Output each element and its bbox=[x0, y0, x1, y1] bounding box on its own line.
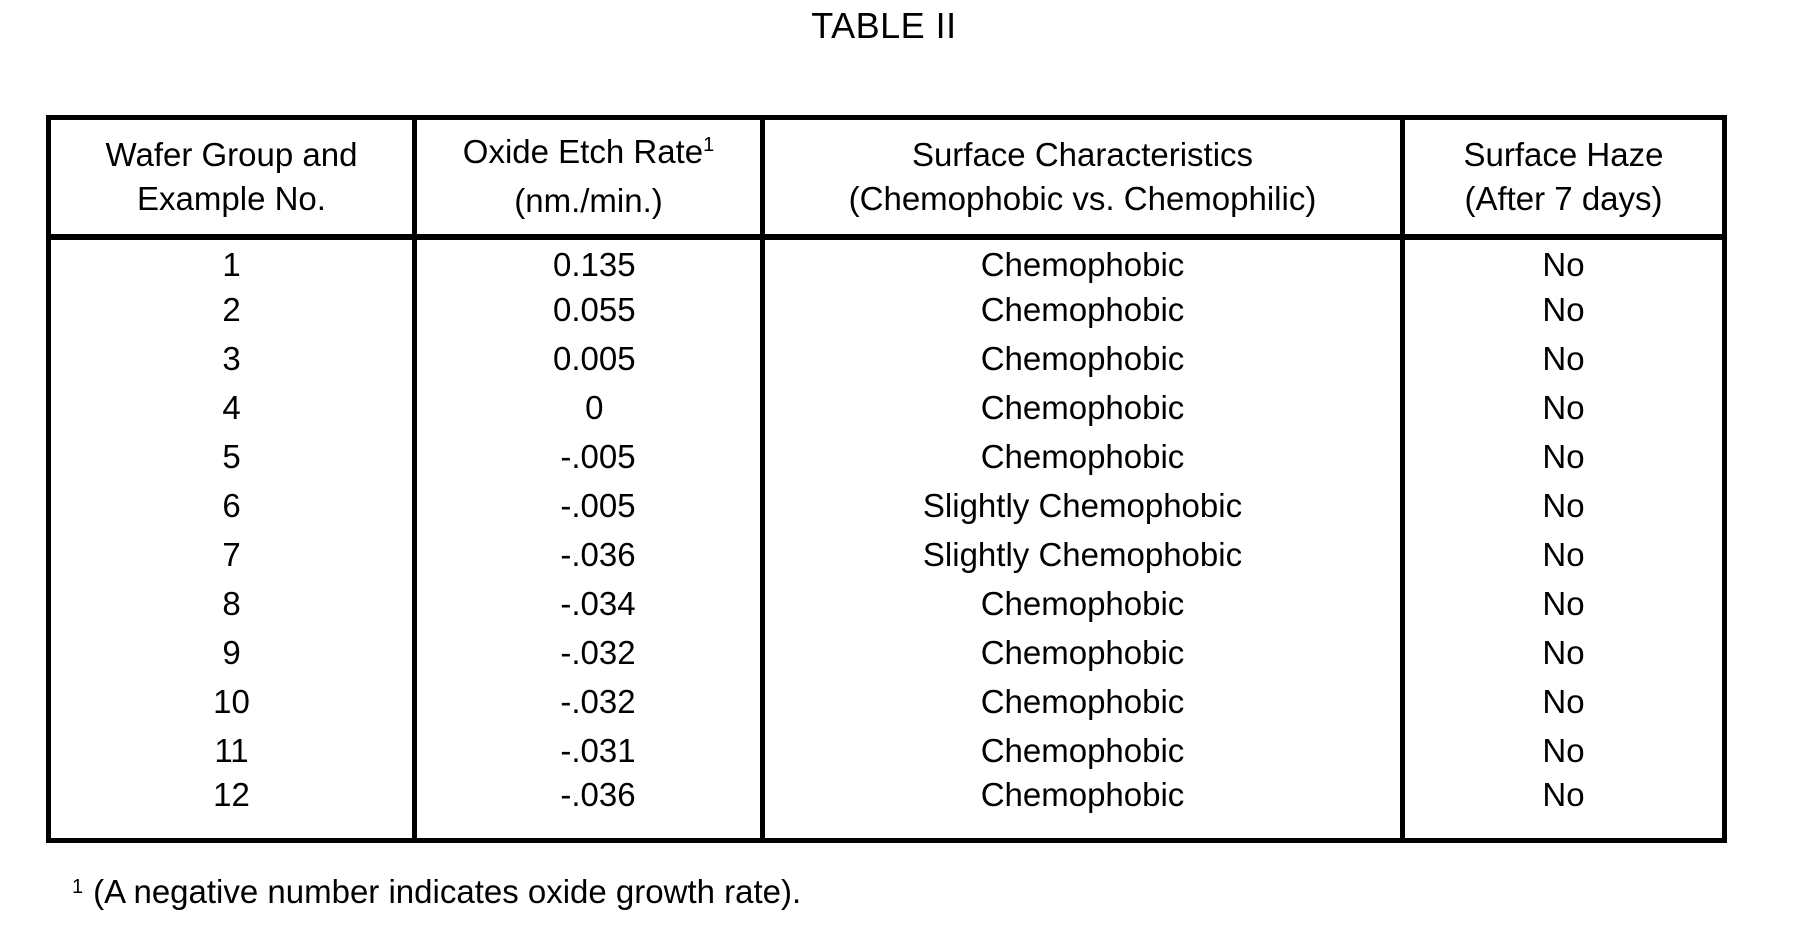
etch-rate-value: - .031 bbox=[560, 732, 636, 769]
table-row: 4 0 Chemophobic No bbox=[49, 383, 1725, 433]
surface-haze-cell: No bbox=[1400, 334, 1725, 384]
table-body: 1 0.135 Chemophobic No 2 0.055 Chemophobic No 3 0… bbox=[49, 236, 1725, 840]
etch-rate-cell: 0.055 bbox=[412, 285, 763, 335]
table-title: TABLE II bbox=[811, 5, 957, 46]
header-wafer-group: Wafer Group and Example No. bbox=[48, 117, 415, 240]
surface-haze-cell: No bbox=[1400, 285, 1725, 335]
header-line-2: (Chemophobic vs. Chemophilic) bbox=[848, 179, 1317, 217]
table-row: 1 0.135 Chemophobic No bbox=[49, 236, 1725, 286]
etch-rate-cell: - .031 bbox=[412, 726, 763, 776]
table-row: 6 - .005 Slightly Chemophobic No bbox=[49, 481, 1725, 531]
surface-characteristics-cell: Chemophobic bbox=[760, 383, 1403, 433]
example-no-cell: 7 bbox=[222, 536, 241, 573]
footnote: 1 (A negative number indicates oxide grow… bbox=[72, 872, 801, 912]
surface-haze-cell: No bbox=[1400, 579, 1725, 629]
table-row: 5 - .005 Chemophobic No bbox=[49, 432, 1725, 482]
example-no-cell: 2 bbox=[222, 291, 241, 328]
etch-rate-cell: - .036 bbox=[412, 530, 763, 580]
etch-rate-cell: - .005 bbox=[412, 481, 763, 531]
etch-rate-value: 0.005 bbox=[553, 340, 636, 377]
surface-characteristics-cell: Chemophobic bbox=[760, 677, 1403, 727]
etch-rate-value: - .005 bbox=[560, 487, 636, 524]
surface-haze-cell: No bbox=[1400, 775, 1725, 840]
surface-haze-cell: No bbox=[1400, 236, 1725, 286]
etch-rate-cell: - .005 bbox=[412, 432, 763, 482]
table-row: 11 - .031 Chemophobic No bbox=[49, 726, 1725, 776]
etch-rate-value: - .036 bbox=[560, 775, 636, 813]
etch-rate-cell: 0.135 bbox=[412, 236, 763, 286]
surface-characteristics-cell: Chemophobic bbox=[760, 579, 1403, 629]
example-no-cell: 3 bbox=[222, 340, 241, 377]
etch-rate-value: - .036 bbox=[560, 536, 636, 573]
etch-rate-value: - .034 bbox=[560, 585, 636, 622]
etch-rate-value: - .032 bbox=[560, 634, 636, 671]
example-no-cell: 10 bbox=[213, 683, 250, 720]
etch-rate-cell: - .032 bbox=[412, 677, 763, 727]
footnote-ref-icon: 1 bbox=[703, 134, 715, 157]
etch-rate-cell: - .034 bbox=[412, 579, 763, 629]
etch-rate-value: - .032 bbox=[560, 683, 636, 720]
surface-haze-cell: No bbox=[1400, 726, 1725, 776]
surface-characteristics-cell: Chemophobic bbox=[760, 236, 1403, 286]
footnote-text: (A negative number indicates oxide growt… bbox=[93, 873, 802, 910]
surface-haze-cell: No bbox=[1400, 383, 1725, 433]
surface-characteristics-cell: Slightly Chemophobic bbox=[760, 481, 1403, 531]
header-line-1: Surface Characteristics bbox=[911, 135, 1254, 173]
surface-haze-cell: No bbox=[1400, 530, 1725, 580]
example-no-cell: 6 bbox=[222, 487, 241, 524]
example-no-cell: 1 bbox=[222, 246, 241, 283]
etch-rate-value: - .005 bbox=[560, 438, 636, 475]
surface-characteristics-cell: Chemophobic bbox=[760, 334, 1403, 384]
header-etch-rate-label: Oxide Etch Rate bbox=[462, 133, 704, 171]
header-etch-rate: Oxide Etch Rate1 (nm./min.) bbox=[412, 117, 763, 240]
table-row: 8 - .034 Chemophobic No bbox=[49, 579, 1725, 629]
example-no-cell: 11 bbox=[214, 732, 249, 769]
header-line-1: Wafer Group and bbox=[105, 135, 358, 173]
example-no-cell: 5 bbox=[222, 438, 241, 475]
table-row: 12 - .036 Chemophobic No bbox=[49, 775, 1725, 840]
table-row: 7 - .036 Slightly Chemophobic No bbox=[49, 530, 1725, 580]
etch-rate-cell: - .032 bbox=[412, 628, 763, 678]
header-row: Wafer Group and Example No. Oxide Etch R… bbox=[48, 117, 1725, 240]
surface-characteristics-cell: Chemophobic bbox=[760, 775, 1403, 840]
header-surface-characteristics: Surface Characteristics (Chemophobic vs.… bbox=[760, 117, 1403, 240]
surface-characteristics-cell: Chemophobic bbox=[760, 726, 1403, 776]
header-surface-haze: Surface Haze (After 7 days) bbox=[1400, 117, 1725, 240]
table-row: 3 0.005 Chemophobic No bbox=[49, 334, 1725, 384]
header-line-1: Oxide Etch Rate1 bbox=[417, 130, 760, 179]
example-no-cell: 8 bbox=[222, 585, 241, 622]
etch-rate-cell: - .036 bbox=[412, 775, 763, 840]
surface-haze-cell: No bbox=[1400, 481, 1725, 531]
surface-haze-cell: No bbox=[1400, 628, 1725, 678]
etch-rate-value: 0 bbox=[585, 389, 604, 426]
etch-rate-value: 0.055 bbox=[553, 291, 636, 328]
header-line-2: (nm./min.) bbox=[514, 182, 663, 220]
table-row: 10 - .032 Chemophobic No bbox=[49, 677, 1725, 727]
example-no-cell: 9 bbox=[222, 634, 241, 671]
footnote-marker: 1 bbox=[72, 876, 84, 898]
table-container: Wafer Group and Example No. Oxide Etch R… bbox=[46, 115, 1727, 843]
surface-haze-cell: No bbox=[1400, 432, 1725, 482]
surface-characteristics-cell: Chemophobic bbox=[760, 285, 1403, 335]
table-row: 9 - .032 Chemophobic No bbox=[49, 628, 1725, 678]
header-line-1: Surface Haze bbox=[1463, 135, 1664, 173]
surface-characteristics-cell: Slightly Chemophobic bbox=[760, 530, 1403, 580]
etch-rate-cell: 0 bbox=[412, 383, 763, 433]
example-no-cell: 12 bbox=[213, 775, 250, 813]
surface-characteristics-cell: Chemophobic bbox=[760, 628, 1403, 678]
table-header: Wafer Group and Example No. Oxide Etch R… bbox=[48, 117, 1725, 240]
etch-rate-value: 0.135 bbox=[553, 246, 636, 283]
surface-characteristics-cell: Chemophobic bbox=[760, 432, 1403, 482]
etch-rate-cell: 0.005 bbox=[412, 334, 763, 384]
surface-haze-cell: No bbox=[1400, 677, 1725, 727]
table-row: 2 0.055 Chemophobic No bbox=[49, 285, 1725, 335]
data-table: Wafer Group and Example No. Oxide Etch R… bbox=[46, 115, 1727, 843]
header-line-2: (After 7 days) bbox=[1464, 179, 1663, 217]
header-line-2: Example No. bbox=[137, 179, 326, 217]
example-no-cell: 4 bbox=[222, 389, 241, 426]
